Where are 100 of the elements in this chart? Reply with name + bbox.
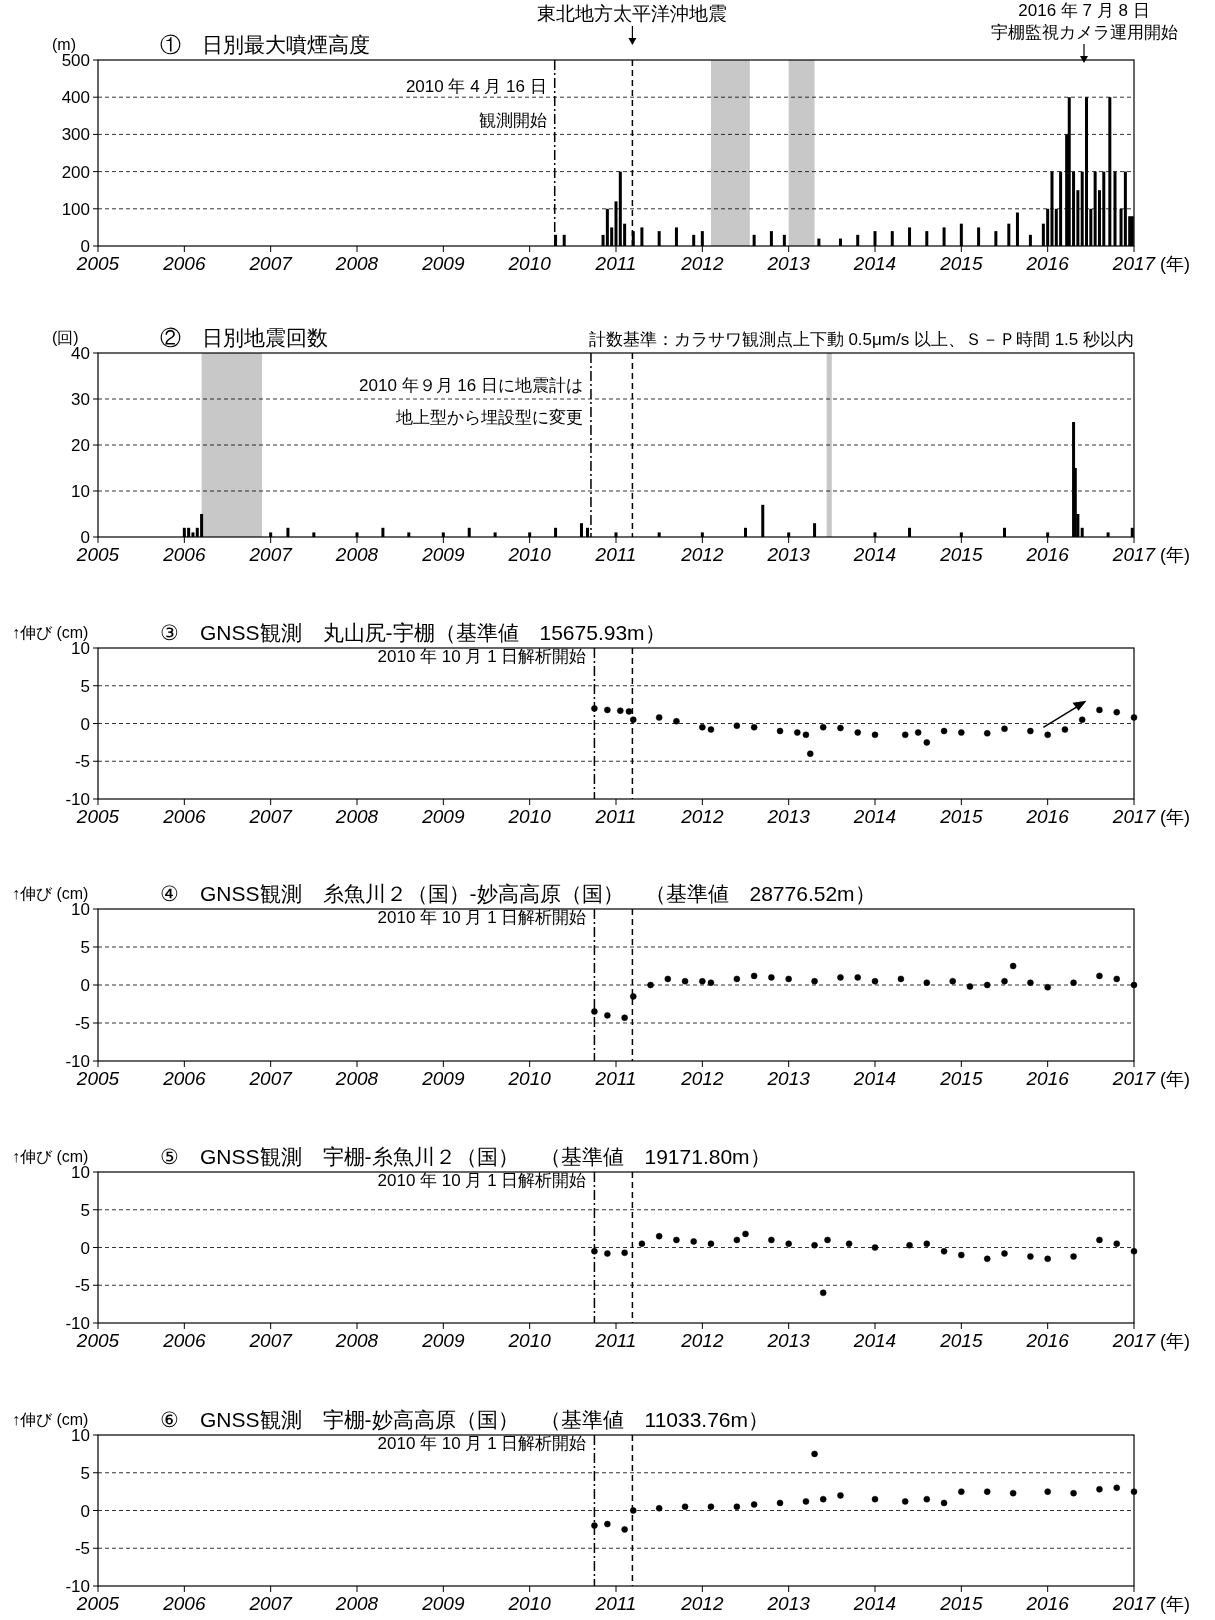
point [742, 1230, 749, 1238]
point [940, 1248, 948, 1255]
point [983, 981, 991, 989]
point [664, 975, 672, 983]
point [845, 1240, 853, 1247]
point [949, 977, 956, 985]
x-tick-label: 2013 [766, 253, 811, 274]
x-tick-label: 2005 [75, 1593, 120, 1614]
point [1070, 1253, 1077, 1260]
x-tick-label: 2011 [594, 253, 637, 274]
y-tick-label: 10 [71, 482, 90, 501]
point [983, 1255, 991, 1263]
y-tick-label: 5 [80, 676, 90, 696]
point [914, 729, 922, 736]
y-tick-label: 100 [61, 199, 90, 219]
point [1044, 984, 1051, 991]
x-tick-label: 2011 [594, 806, 637, 827]
point [630, 993, 637, 1000]
point [1113, 708, 1120, 716]
x-tick-label: 2014 [852, 806, 897, 827]
point [630, 1507, 637, 1514]
x-tick-label: 2009 [421, 806, 465, 827]
x-axis-title: (年) [1160, 545, 1190, 565]
x-tick-label: 2006 [162, 1330, 206, 1351]
point [768, 1236, 775, 1244]
y-tick-label: 20 [71, 436, 90, 455]
point [707, 1240, 715, 1247]
x-tick-label: 2008 [334, 806, 379, 827]
x-tick-label: 2017 [1111, 253, 1157, 274]
y-tick-label: 5 [80, 1463, 90, 1483]
x-tick-label: 2012 [680, 1593, 724, 1614]
x-tick-label: 2017 [1111, 544, 1157, 565]
x-tick-label: 2007 [248, 1330, 294, 1351]
point [854, 974, 861, 981]
y-tick-label: 0 [80, 1238, 90, 1258]
point [591, 705, 598, 712]
point [1113, 1240, 1120, 1247]
point [1044, 1255, 1051, 1263]
x-tick-label: 2010 [507, 253, 552, 274]
y-tick-label: 0 [80, 714, 90, 734]
point [1009, 962, 1017, 970]
point [824, 1236, 831, 1244]
chart-title: ④ GNSS観測 糸魚川２（国）-妙高高原（国） （基準値 28776.52m） [160, 882, 876, 905]
x-tick-label: 2016 [1025, 1068, 1070, 1089]
x-tick-label: 2009 [421, 544, 465, 565]
point [923, 1495, 931, 1503]
x-tick-label: 2006 [162, 544, 206, 565]
point [621, 1526, 628, 1533]
point [655, 1504, 663, 1512]
point [958, 1251, 965, 1259]
point [768, 974, 775, 981]
x-tick-label: 2009 [421, 1593, 465, 1614]
point [871, 731, 879, 739]
point [940, 1499, 948, 1507]
point [966, 983, 974, 990]
x-tick-label: 2015 [939, 1330, 983, 1351]
x-tick-label: 2012 [680, 1330, 724, 1351]
point [681, 1503, 689, 1510]
point [655, 1232, 663, 1240]
point [802, 1498, 810, 1505]
point [958, 1488, 965, 1495]
x-tick-label: 2016 [1025, 806, 1070, 827]
point [1044, 1488, 1051, 1495]
x-tick-label: 2014 [852, 253, 897, 274]
point [707, 726, 715, 733]
point [1027, 1253, 1034, 1260]
y-tick-label: 0 [80, 237, 90, 256]
point [923, 979, 931, 986]
x-tick-label: 2016 [1025, 253, 1070, 274]
point [837, 1492, 844, 1499]
x-axis-title: (年) [1160, 1331, 1190, 1351]
x-tick-label: 2010 [507, 1593, 552, 1614]
annotation: 地上型から埋設型に変更 [394, 408, 583, 428]
point [871, 1244, 879, 1251]
annotation: 2010 年 10 月 1 日解析開始 [377, 1433, 587, 1453]
x-tick-label: 2011 [594, 1330, 637, 1351]
point [647, 981, 654, 989]
y-tick-label: 30 [71, 390, 90, 409]
point [807, 750, 814, 757]
x-tick-label: 2008 [334, 1593, 379, 1614]
y-tick-label: 0 [80, 528, 90, 547]
point [1044, 731, 1051, 739]
point [591, 1248, 598, 1255]
annotation: 2010 年 10 月 1 日解析開始 [377, 646, 587, 666]
y-tick-label: 5 [80, 1200, 90, 1220]
x-tick-label: 2008 [334, 1330, 379, 1351]
x-tick-label: 2007 [248, 1068, 294, 1089]
point [923, 1240, 931, 1247]
point [707, 979, 715, 986]
point [638, 1240, 646, 1247]
point [617, 707, 624, 714]
x-tick-label: 2017 [1111, 1593, 1157, 1614]
x-tick-label: 2011 [594, 544, 637, 565]
x-tick-label: 2010 [507, 806, 552, 827]
point [785, 975, 792, 983]
point [1096, 1486, 1103, 1493]
point [1096, 1236, 1103, 1244]
point [802, 731, 810, 739]
x-tick-label: 2012 [680, 253, 724, 274]
x-tick-label: 2011 [594, 1593, 637, 1614]
